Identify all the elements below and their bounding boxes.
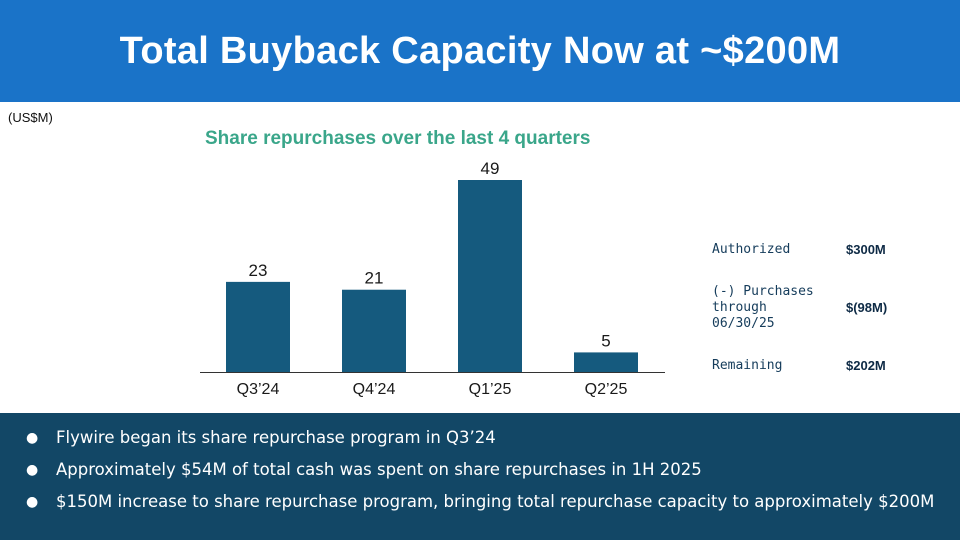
category-label-1: Q3’24 (237, 381, 280, 398)
authorized-label: Authorized (712, 242, 791, 257)
bullet-list: ● Flywire began its share repurchase prog… (0, 413, 960, 513)
bar-1 (226, 281, 290, 372)
authorized-value: $300M (846, 242, 886, 257)
bullet-icon: ● (26, 462, 39, 478)
bar-2 (342, 289, 406, 372)
key-points-panel: ● Flywire began its share repurchase prog… (0, 413, 960, 540)
bar-4 (574, 352, 638, 372)
bullet-item: ● $150M increase to share repurchase prog… (26, 492, 935, 511)
purchases-value: $(98M) (846, 300, 888, 315)
bullet-item: ● Approximately $54M of total cash was sp… (26, 460, 702, 479)
bar-3 (458, 180, 522, 372)
data-label-3: 49 (481, 159, 500, 178)
slide-title: Total Buyback Capacity Now at ~$200M (119, 29, 841, 72)
units-label: (US$M) (8, 110, 53, 125)
title-banner: Total Buyback Capacity Now at ~$200M (0, 0, 960, 102)
chart-title: Share repurchases over the last 4 quarte… (205, 128, 591, 149)
data-label-1: 23 (249, 261, 268, 280)
purchases-label: (-) Purchases through 06/30/25 (712, 284, 814, 331)
bullet-icon: ● (26, 494, 39, 510)
bullet-item: ● Flywire began its share repurchase prog… (26, 428, 496, 447)
category-label-3: Q1’25 (469, 381, 512, 398)
remaining-value: $202M (846, 358, 886, 373)
data-label-4: 5 (601, 331, 610, 350)
bullet-icon: ● (26, 430, 39, 446)
category-label-4: Q2’25 (585, 381, 628, 398)
data-label-2: 21 (365, 269, 384, 288)
bar-chart: 23 Q3’24 21 Q4’24 49 Q1’25 5 Q2’25 (200, 159, 665, 398)
remaining-label: Remaining (712, 358, 783, 373)
category-label-2: Q4’24 (353, 381, 396, 398)
